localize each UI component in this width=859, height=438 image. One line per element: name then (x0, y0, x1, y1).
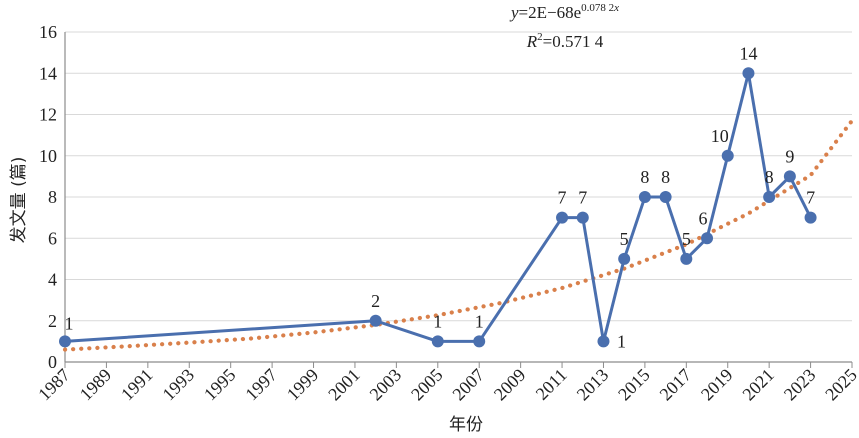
data-point-2019 (721, 149, 734, 162)
x-tick-label-2005: 2005 (407, 365, 447, 405)
x-tick-label-2025: 2025 (821, 365, 859, 405)
y-tick-label-12: 12 (39, 105, 57, 125)
x-tick-label-2009: 2009 (490, 365, 530, 405)
trendline-path (62, 118, 855, 352)
data-label-2021: 8 (765, 167, 774, 187)
data-label-2023: 7 (806, 188, 815, 208)
y-tick-label-10: 10 (39, 146, 57, 166)
x-tick-label-2011: 2011 (532, 365, 571, 404)
x-tick-label-1995: 1995 (200, 365, 240, 405)
x-tick-label-2003: 2003 (366, 365, 406, 405)
x-tick-label-2015: 2015 (614, 365, 654, 405)
data-label-2005: 1 (433, 311, 442, 331)
data-point-2022 (783, 170, 796, 183)
gridlines (65, 31, 852, 322)
data-label-2016: 8 (661, 167, 670, 187)
x-tick-label-1989: 1989 (76, 365, 116, 405)
y-tick-label-14: 14 (39, 63, 57, 83)
x-tick-label-2013: 2013 (573, 365, 613, 405)
data-point-2014 (618, 252, 631, 265)
data-point-2002 (369, 314, 382, 327)
x-tick-label-2019: 2019 (697, 365, 737, 405)
data-label-2017: 5 (682, 229, 691, 249)
series (59, 67, 817, 348)
data-label-2020: 14 (739, 43, 757, 63)
x-tick-label-1999: 1999 (283, 365, 323, 405)
y-axis-title: 发文量 (篇) (9, 157, 29, 244)
data-point-2016 (659, 191, 672, 203)
data-label-2013: 1 (617, 331, 626, 351)
y-tick-label-8: 8 (48, 187, 57, 207)
trend-r2-sup: 2 (537, 31, 543, 43)
x-tick-label-1987: 1987 (34, 365, 74, 405)
data-label-2019: 10 (711, 126, 729, 146)
trend-equation-body: =2E−68e (519, 3, 582, 22)
data-point-1987 (59, 335, 71, 348)
data-label-2022: 9 (785, 146, 794, 166)
y-tick-label-0: 0 (48, 352, 57, 372)
data-point-2020 (742, 67, 755, 80)
data-point-2021 (763, 191, 776, 203)
data-label-2002: 2 (371, 291, 380, 311)
trendline (62, 118, 855, 352)
data-label-2014: 5 (620, 229, 629, 249)
trend-equation-exp-var: x (613, 2, 619, 14)
trend-equation: y=2E−68e0.078 2x (509, 2, 619, 22)
x-axis-title: 年份 (449, 415, 483, 435)
y-tick-label-16: 16 (39, 22, 57, 42)
data-point-2017 (680, 252, 693, 265)
data-point-2013 (597, 335, 610, 348)
x-tick-label-2017: 2017 (656, 365, 696, 405)
data-point-2007 (473, 335, 486, 348)
x-tick-label-1993: 1993 (158, 365, 198, 405)
x-tick-label-2001: 2001 (324, 365, 364, 405)
data-point-2023 (804, 211, 817, 224)
data-point-2011 (556, 211, 569, 224)
x-tick-label-1991: 1991 (117, 365, 157, 405)
data-label-2011: 7 (558, 188, 567, 208)
data-label-2012: 7 (578, 188, 587, 208)
data-point-2018 (701, 232, 714, 245)
data-label-2018: 6 (699, 208, 708, 228)
trend-r2: R2=0.571 4 (526, 31, 604, 51)
trend-r2-var: R (526, 32, 538, 51)
data-label-1987: 1 (65, 313, 74, 333)
x-tick-label-1997: 1997 (241, 365, 281, 405)
data-point-2015 (638, 191, 651, 203)
data-point-2012 (576, 211, 589, 224)
x-tick-label-2023: 2023 (780, 365, 820, 405)
trend-equation-var: y (509, 3, 519, 22)
data-label-2015: 8 (640, 167, 649, 187)
x-tick-label-2007: 2007 (448, 365, 488, 405)
data-point-2005 (431, 335, 444, 348)
data-label-2007: 1 (475, 311, 484, 331)
y-tick-label-6: 6 (48, 228, 57, 248)
trend-r2-value: =0.571 4 (543, 32, 604, 51)
y-tick-label-4: 4 (48, 270, 57, 290)
y-tick-label-2: 2 (48, 311, 57, 331)
x-tick-label-2021: 2021 (738, 365, 778, 405)
trend-equation-exp: 0.078 2 (581, 2, 614, 14)
